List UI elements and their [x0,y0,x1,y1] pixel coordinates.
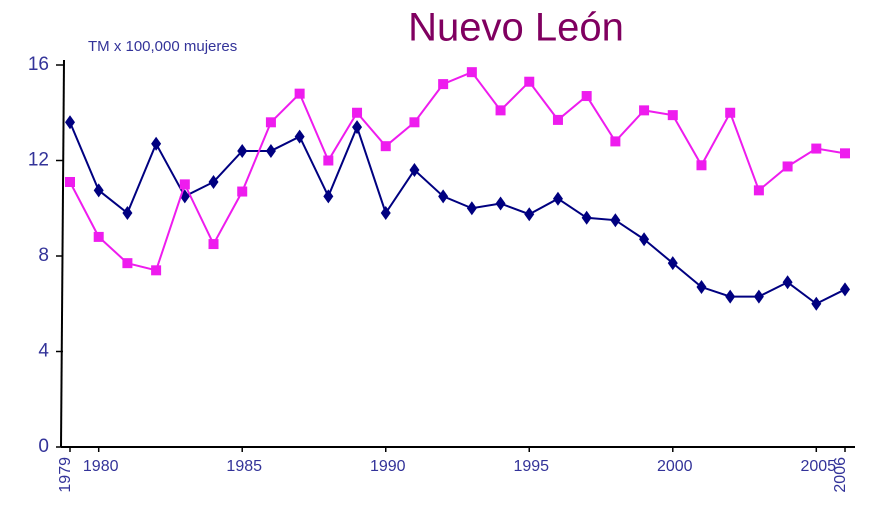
x-tick-label: 2005 [800,458,836,475]
marker [265,143,276,158]
series-line [69,70,846,272]
marker [782,161,793,172]
y-axis-label: TM x 100,000 mujeres [88,38,237,55]
marker [93,183,104,198]
marker [696,280,707,295]
y-axis [60,59,65,448]
marker [352,120,363,135]
marker [466,67,477,78]
marker [409,117,420,128]
marker [122,258,133,269]
marker [581,91,592,102]
marker [639,232,650,247]
marker [840,282,850,297]
marker [552,114,563,125]
marker [753,185,764,196]
marker [294,129,305,144]
marker [667,110,678,121]
marker [179,179,190,190]
marker [811,296,822,311]
marker [265,117,276,128]
marker [65,176,75,187]
x-tick-label: 1979 [57,457,74,493]
series-line [69,121,846,305]
marker [294,88,305,99]
marker [438,79,449,90]
marker [610,213,621,228]
marker [667,256,678,271]
marker [323,155,334,166]
marker [438,189,449,204]
marker [524,76,535,87]
marker [524,207,535,222]
x-tick-label: 1995 [513,458,549,475]
marker [122,206,133,221]
x-tick-label: 1990 [370,458,406,475]
marker [610,136,621,147]
marker [840,148,850,159]
marker [409,163,420,178]
marker [725,289,736,304]
marker [323,189,334,204]
y-tick-label: 0 [38,436,49,457]
marker [208,174,219,189]
marker [581,210,592,225]
marker [380,141,391,152]
marker [380,206,391,221]
marker [151,136,162,151]
marker [811,143,822,154]
marker [495,196,506,211]
marker [352,107,363,118]
x-tick-label: 2006 [832,457,849,493]
marker [208,239,219,250]
y-tick-label: 8 [38,245,49,266]
y-tick-label: 12 [28,150,49,171]
marker [93,231,104,242]
marker [725,107,736,118]
marker [65,115,75,130]
marker [495,105,506,116]
x-tick-label: 2000 [657,458,693,475]
x-tick-label: 1980 [83,458,119,475]
marker [237,143,248,158]
marker [237,186,248,197]
marker [552,191,563,206]
marker [639,105,650,116]
marker [782,275,793,290]
y-tick-label: 4 [38,341,49,362]
marker [696,160,707,171]
marker [466,201,477,216]
y-tick-label: 16 [28,54,49,75]
marker [753,289,764,304]
marker [151,265,162,276]
chart-title: Nuevo León [408,6,624,50]
x-tick-label: 1985 [226,458,262,475]
